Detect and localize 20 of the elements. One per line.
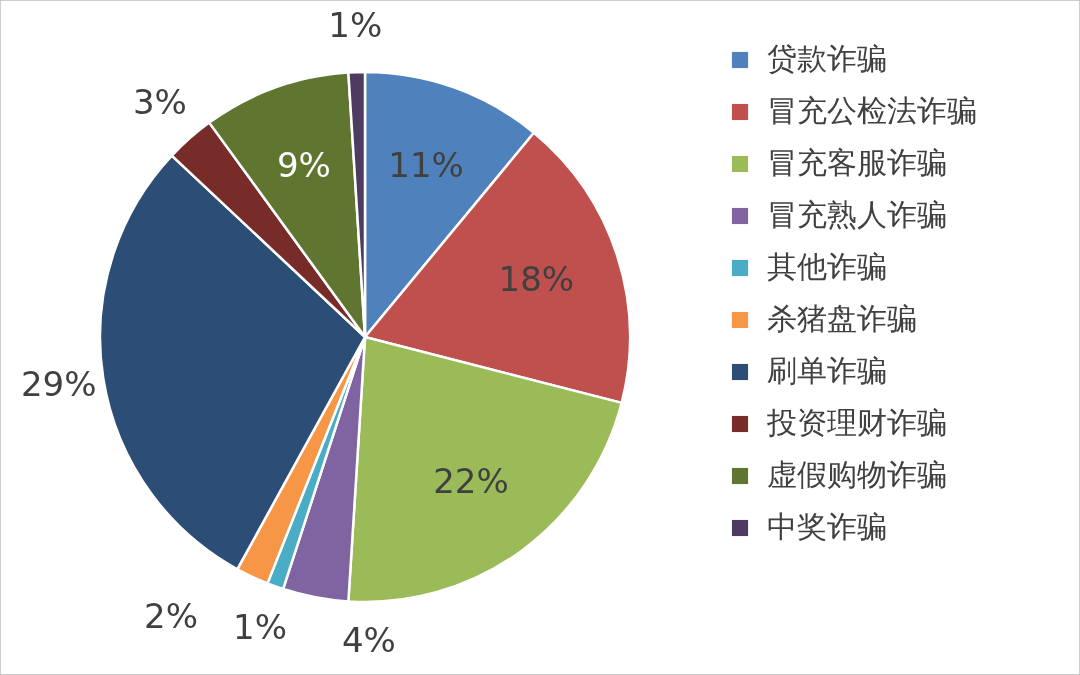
data-label: 1% (233, 606, 287, 647)
data-label: 11% (388, 145, 464, 186)
legend-label: 中奖诈骗 (767, 509, 887, 544)
data-label: 29% (20, 363, 97, 404)
data-label: 3% (132, 82, 187, 123)
data-label: 9% (276, 145, 331, 186)
legend-label: 投资理财诈骗 (766, 405, 947, 440)
legend-label: 贷款诈骗 (767, 41, 887, 76)
legend-label: 杀猪盘诈骗 (767, 301, 917, 336)
legend-label: 冒充公检法诈骗 (767, 93, 977, 128)
data-label: 22% (433, 460, 509, 501)
legend-label: 虚假购物诈骗 (767, 457, 947, 492)
legend-label: 其他诈骗 (767, 249, 887, 284)
legend-label: 刷单诈骗 (767, 353, 887, 388)
data-label: 18% (498, 259, 575, 300)
data-label: 2% (144, 595, 198, 636)
legend-label: 冒充熟人诈骗 (767, 197, 947, 232)
legend-label: 冒充客服诈骗 (767, 145, 947, 180)
data-label: 4% (341, 619, 396, 660)
data-label: 1% (328, 5, 383, 46)
